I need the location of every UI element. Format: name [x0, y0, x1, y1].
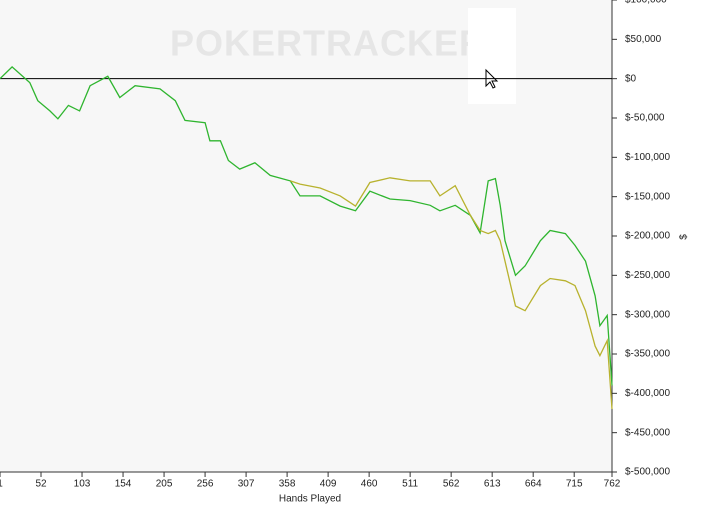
series-line	[290, 177, 613, 410]
y-axis-label: $	[679, 234, 690, 240]
x-axis-label: Hands Played	[279, 494, 341, 505]
y-tick-label: $-200,000	[625, 231, 670, 242]
x-tick-label: 256	[197, 479, 214, 490]
x-tick-label: 103	[74, 479, 91, 490]
y-tick-label: $-300,000	[625, 309, 670, 320]
series-line	[0, 66, 613, 386]
x-tick-label: 358	[279, 479, 296, 490]
y-tick-label: $0	[625, 73, 637, 84]
y-tick-label: $-350,000	[625, 349, 670, 360]
y-tick-label: $100,000	[625, 0, 667, 6]
y-tick-label: $-150,000	[625, 191, 670, 202]
y-tick-label: $-500,000	[625, 467, 670, 478]
y-tick-label: $-450,000	[625, 427, 670, 438]
x-tick-label: 307	[238, 479, 255, 490]
x-tick-label: 52	[35, 479, 47, 490]
x-tick-label: 762	[604, 479, 621, 490]
x-tick-label: 460	[361, 479, 378, 490]
x-tick-label: 664	[525, 479, 542, 490]
y-tick-label: $50,000	[625, 34, 662, 45]
plot-area	[0, 0, 612, 472]
x-tick-label: 715	[566, 479, 583, 490]
x-tick-label: 205	[156, 479, 173, 490]
x-tick-label: 409	[320, 479, 337, 490]
x-tick-label: 511	[402, 479, 418, 490]
x-tick-label: 154	[115, 479, 132, 490]
y-tick-label: $-400,000	[625, 388, 670, 399]
tooltip-box	[468, 8, 516, 104]
y-tick-label: $-100,000	[625, 152, 670, 163]
y-tick-label: $-50,000	[625, 113, 665, 124]
y-tick-label: $-250,000	[625, 270, 670, 281]
x-tick-label: 1	[0, 479, 3, 490]
x-tick-label: 562	[443, 479, 460, 490]
x-tick-label: 613	[484, 479, 501, 490]
watermark: POKERTRACKER	[170, 23, 486, 64]
